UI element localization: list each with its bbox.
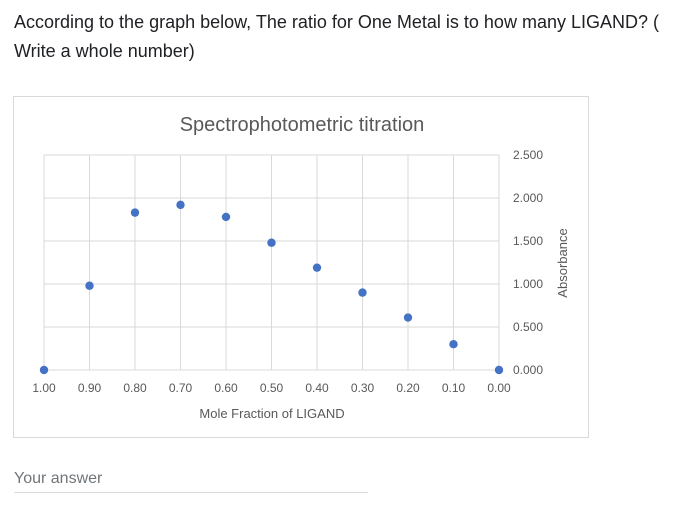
y-tick-label: 1.500 xyxy=(513,234,543,248)
data-point xyxy=(312,263,322,272)
y-tick-label: 0.000 xyxy=(513,363,543,377)
question-text: According to the graph below, The ratio … xyxy=(14,12,659,61)
y-tick-label: 2.000 xyxy=(513,191,543,205)
grid-lines xyxy=(43,154,500,371)
data-point xyxy=(494,365,504,375)
x-tick-label: 0.50 xyxy=(260,381,284,395)
x-tick-label: 0.70 xyxy=(169,381,193,395)
y-axis-label: Absorbance xyxy=(555,228,570,297)
x-tick-label: 0.30 xyxy=(351,381,375,395)
data-point xyxy=(130,208,140,217)
x-tick-label: 1.00 xyxy=(32,381,56,395)
x-tick-label: 0.10 xyxy=(442,381,466,395)
x-tick-label: 0.00 xyxy=(487,381,511,395)
answer-input[interactable] xyxy=(14,466,368,493)
data-point xyxy=(221,212,231,222)
x-tick-label: 0.90 xyxy=(78,381,102,395)
x-tick-label: 0.20 xyxy=(396,381,420,395)
chart-area: Spectrophotometric titration 1.00 0.90 0.8… xyxy=(13,96,589,438)
data-point xyxy=(358,288,367,297)
data-point xyxy=(449,340,458,349)
data-point xyxy=(267,238,276,247)
x-axis-label: Mole Fraction of LIGAND xyxy=(199,406,344,421)
x-tick-labels: 1.00 0.90 0.80 0.70 0.60 0.50 0.40 0.30 0.20 0.10… xyxy=(32,381,511,395)
x-tick-label: 0.60 xyxy=(214,381,238,395)
y-tick-label: 2.500 xyxy=(513,148,543,162)
data-point xyxy=(85,281,94,290)
x-tick-label: 0.40 xyxy=(305,381,329,395)
data-point xyxy=(39,365,49,375)
data-points xyxy=(39,200,504,375)
x-tick-label: 0.80 xyxy=(123,381,147,395)
y-tick-label: 0.500 xyxy=(513,320,543,334)
data-point xyxy=(403,313,413,322)
y-tick-labels: 0.000 0.500 1.000 1.500 2.000 2.500 xyxy=(513,148,543,377)
y-tick-label: 1.000 xyxy=(513,277,543,291)
data-point xyxy=(176,200,185,210)
chart-title: Spectrophotometric titration xyxy=(180,114,425,136)
